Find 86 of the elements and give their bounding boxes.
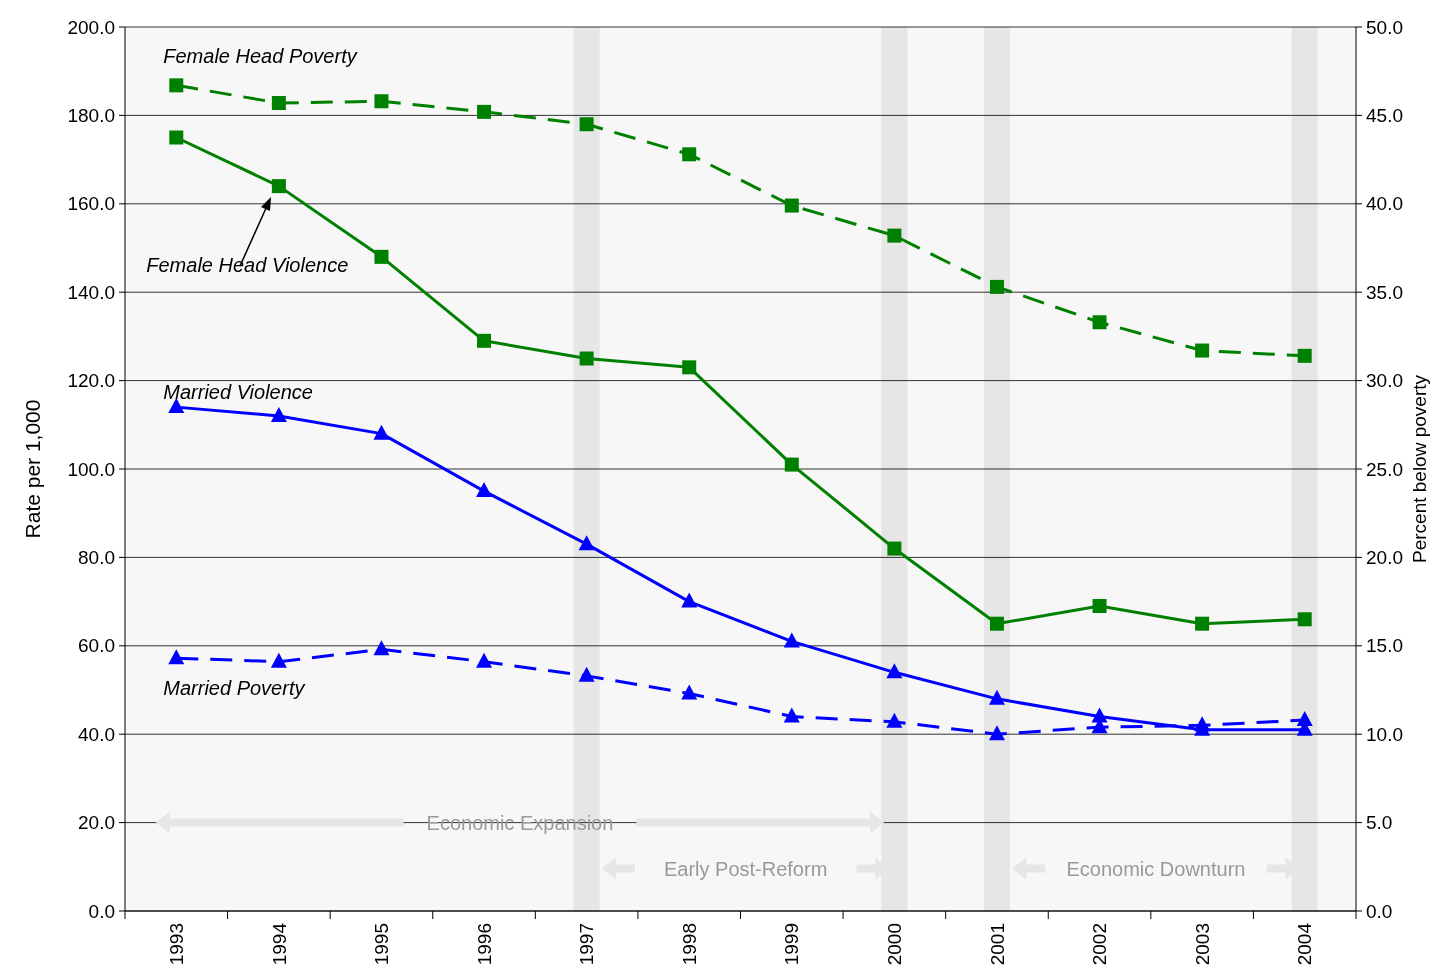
- point: [579, 351, 594, 366]
- x-tick-label: 1995: [371, 923, 393, 966]
- point: [476, 482, 493, 498]
- y-tick-label: 140.0: [67, 281, 115, 303]
- y-tick-label: 40.0: [78, 723, 115, 745]
- point: [988, 689, 1005, 705]
- y2-tick-label: 25.0: [1366, 458, 1403, 480]
- point: [1296, 711, 1313, 727]
- y2-tick-label: 35.0: [1366, 281, 1403, 303]
- point: [989, 279, 1004, 294]
- point: [1092, 315, 1107, 330]
- x-tick-label: 1997: [576, 923, 598, 966]
- annotation: Economic Downturn: [1066, 857, 1246, 880]
- x-tick-label: 2003: [1191, 923, 1213, 966]
- series-label: Married Poverty: [163, 677, 306, 700]
- point: [681, 592, 698, 608]
- point: [373, 424, 390, 440]
- point: [578, 666, 595, 682]
- point: [783, 632, 800, 648]
- annotation: Early Post-Reform: [663, 857, 828, 880]
- x-tick-label: 2002: [1089, 923, 1111, 966]
- point: [477, 104, 492, 119]
- series-label: Married Violence: [163, 381, 314, 404]
- point: [887, 541, 902, 556]
- point: [682, 360, 697, 375]
- y-tick-label: 80.0: [78, 547, 115, 569]
- y-tick-label: 60.0: [78, 635, 115, 657]
- y-tick-label: 160.0: [67, 193, 115, 215]
- point: [578, 535, 595, 551]
- point: [373, 640, 390, 656]
- point: [169, 130, 184, 145]
- point: [1297, 612, 1312, 627]
- point: [1195, 616, 1210, 631]
- series-label: Female Head Poverty: [163, 45, 358, 68]
- x-tick-label: 1999: [781, 923, 803, 966]
- point: [270, 652, 287, 668]
- point: [476, 652, 493, 668]
- point: [1194, 716, 1211, 732]
- point: [1297, 348, 1312, 363]
- point: [477, 333, 492, 348]
- x-tick-label: 1993: [165, 923, 187, 966]
- point: [681, 684, 698, 700]
- y2-tick-label: 10.0: [1366, 723, 1403, 745]
- y2-axis-title: Percent below poverty: [1409, 374, 1430, 563]
- y2-tick-label: 30.0: [1366, 370, 1403, 392]
- y2-tick-label: 45.0: [1366, 105, 1403, 127]
- point: [271, 179, 286, 194]
- y-tick-label: 200.0: [67, 16, 115, 38]
- y2-tick-label: 5.0: [1366, 812, 1393, 834]
- point: [270, 406, 287, 422]
- y-tick-label: 120.0: [67, 370, 115, 392]
- y2-tick-label: 0.0: [1366, 900, 1393, 922]
- point: [271, 96, 286, 111]
- point: [374, 94, 389, 109]
- y-tick-label: 0.0: [88, 900, 115, 922]
- x-tick-label: 1998: [678, 923, 700, 966]
- y2-tick-label: 15.0: [1366, 635, 1403, 657]
- point: [168, 649, 185, 665]
- y-tick-label: 100.0: [67, 458, 115, 480]
- point: [682, 147, 697, 162]
- point: [784, 198, 799, 213]
- y2-tick-label: 20.0: [1366, 547, 1403, 569]
- y-tick-label: 20.0: [78, 812, 115, 834]
- point: [1092, 599, 1107, 614]
- point: [783, 707, 800, 723]
- point: [169, 78, 184, 93]
- x-tick-label: 1994: [268, 922, 290, 966]
- point: [1195, 343, 1210, 358]
- x-tick-label: 2004: [1294, 922, 1316, 966]
- x-tick-label: 2001: [986, 923, 1008, 966]
- series-label: Female Head Violence: [146, 253, 349, 276]
- y-axis-title: Rate per 1,000: [21, 399, 44, 539]
- x-tick-label: 2000: [884, 923, 906, 966]
- x-tick-label: 1996: [473, 923, 495, 966]
- point: [784, 457, 799, 472]
- point: [579, 117, 594, 132]
- y2-tick-label: 50.0: [1366, 16, 1403, 38]
- point: [989, 616, 1004, 631]
- point: [887, 228, 902, 243]
- point: [886, 663, 903, 679]
- y2-tick-label: 40.0: [1366, 193, 1403, 215]
- point: [886, 712, 903, 728]
- point: [374, 249, 389, 264]
- point: [988, 725, 1005, 741]
- y-tick-label: 180.0: [67, 105, 115, 127]
- point: [168, 398, 185, 414]
